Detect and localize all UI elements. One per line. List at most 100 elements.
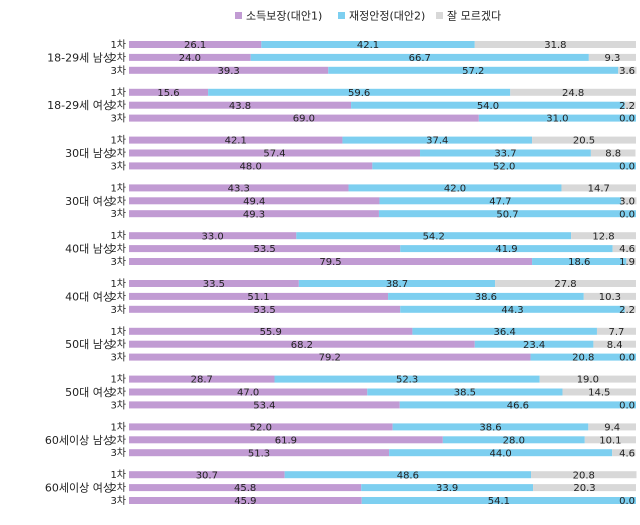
bar-segment [129, 484, 362, 492]
data-label: 0.0 [619, 401, 635, 412]
round-label: 1차 [110, 230, 126, 242]
legend-label-2: 재정안정(대안2) [349, 10, 425, 23]
bar-segment [129, 327, 413, 335]
bar-segment [626, 258, 636, 265]
bar-segment [274, 375, 540, 383]
bar-segment [618, 66, 637, 74]
group-label: 50대 여성 [65, 386, 113, 399]
bar-segment [348, 184, 562, 192]
bar-segment [129, 184, 349, 192]
bar-segment [129, 340, 475, 348]
bar-segment [351, 101, 625, 109]
data-label: 28.0 [503, 435, 525, 446]
bar-segment [533, 484, 636, 492]
data-label: 24.8 [562, 88, 584, 99]
bar-segment [129, 149, 421, 157]
bar-segment [442, 436, 585, 444]
group-label: 18-29세 여성 [47, 99, 113, 112]
round-label: 2차 [110, 52, 126, 64]
data-label: 53.4 [253, 401, 275, 412]
group-label: 40대 남성 [65, 243, 113, 256]
data-label: 53.5 [253, 305, 275, 316]
data-label: 55.9 [260, 327, 282, 338]
data-label: 30.7 [196, 470, 218, 481]
bar-segment [588, 423, 636, 431]
data-label: 19.0 [577, 375, 599, 386]
data-label: 42.1 [225, 136, 247, 147]
round-label: 1차 [110, 87, 126, 99]
bar-segment [392, 423, 589, 431]
bar-segment [129, 401, 400, 409]
data-label: 20.8 [573, 470, 595, 481]
data-label: 47.7 [489, 196, 511, 207]
data-label: 0.0 [619, 353, 635, 364]
data-label: 10.1 [599, 435, 621, 446]
bar-segment [129, 292, 389, 300]
data-label: 20.5 [573, 136, 595, 147]
group-label: 60세이상 여성 [45, 482, 113, 495]
bar-segment [129, 471, 285, 479]
data-label: 38.7 [386, 279, 408, 290]
data-label: 38.6 [475, 292, 497, 303]
group-label: 30대 여성 [65, 195, 113, 208]
data-label: 0.0 [619, 496, 635, 507]
bar-segment [593, 340, 636, 348]
bar-segment [478, 114, 636, 122]
data-label: 15.6 [157, 88, 179, 99]
data-label: 20.8 [572, 353, 594, 364]
data-label: 48.6 [397, 470, 419, 481]
bar-segment [532, 258, 627, 265]
round-label: 2차 [110, 243, 126, 255]
bar-segment [250, 53, 589, 61]
bar-segment [129, 449, 390, 457]
bar-segment [129, 258, 533, 265]
data-label: 47.0 [237, 388, 259, 399]
data-label: 52.0 [250, 423, 272, 434]
data-label: 79.5 [319, 257, 341, 268]
data-label: 68.2 [291, 340, 313, 351]
data-label: 46.6 [507, 401, 529, 412]
data-label: 45.9 [234, 496, 256, 507]
round-label: 1차 [110, 374, 126, 386]
data-label: 14.5 [588, 388, 610, 399]
group-label: 30대 남성 [65, 147, 113, 160]
data-label: 31.0 [546, 114, 568, 125]
data-label: 41.9 [495, 244, 517, 255]
bar-segment [328, 66, 619, 74]
bar-segment [379, 197, 622, 205]
data-label: 45.8 [234, 483, 256, 494]
data-label: 44.0 [489, 448, 511, 459]
data-label: 51.3 [248, 448, 270, 459]
round-label: 2차 [110, 148, 126, 160]
round-label: 1차 [110, 469, 126, 481]
legend-swatch-3 [436, 12, 443, 19]
data-label: 33.7 [494, 149, 516, 160]
round-label: 3차 [110, 399, 126, 411]
bar-segment [129, 162, 373, 170]
bar-segment [621, 197, 637, 205]
data-label: 3.0 [619, 196, 635, 207]
round-label: 3차 [110, 495, 126, 507]
data-label: 66.7 [409, 53, 431, 64]
legend-swatch-1 [235, 12, 242, 19]
bar-segment [474, 340, 594, 348]
data-label: 57.4 [263, 149, 285, 160]
bar-segment [298, 280, 496, 287]
bar-segment [420, 149, 591, 157]
data-label: 52.3 [396, 375, 418, 386]
data-label: 8.4 [607, 340, 623, 351]
bar-segment [612, 449, 636, 457]
data-label: 38.6 [479, 423, 501, 434]
data-label: 42.0 [444, 184, 466, 195]
bar-segment [400, 305, 625, 313]
data-label: 43.8 [229, 101, 251, 112]
bar-segment [129, 497, 362, 504]
bar-segment [129, 375, 275, 383]
data-label: 7.7 [609, 327, 625, 338]
data-label: 48.0 [240, 162, 262, 173]
data-label: 33.0 [202, 231, 224, 242]
bar-segment [474, 41, 636, 48]
bar-segment [389, 449, 613, 457]
data-label: 42.1 [357, 40, 379, 51]
